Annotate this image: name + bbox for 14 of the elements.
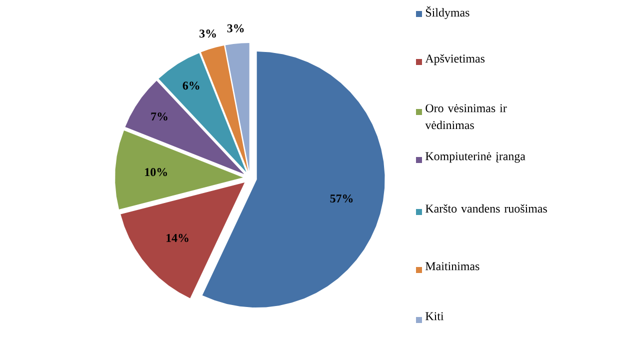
data-label: 7% [151, 112, 168, 121]
legend-label: Oro vėsinimas ir vėdinimas [425, 104, 507, 130]
data-label: 14% [166, 234, 188, 242]
legend-label: Šildymas [426, 6, 470, 20]
data-label: 6% [182, 82, 200, 90]
legend-label: Apšvietimas [425, 54, 485, 66]
legend-label: Maitinimas [426, 262, 480, 270]
legend-label: Kiti [426, 312, 444, 320]
legend-label: Kompiuterinė įranga [426, 152, 526, 163]
legend-label: Karšto vandens ruošimas [426, 204, 547, 213]
data-label: 10% [145, 168, 167, 176]
data-label: 3% [200, 30, 216, 38]
data-label: 57% [330, 194, 353, 203]
data-label: 3% [227, 24, 244, 32]
